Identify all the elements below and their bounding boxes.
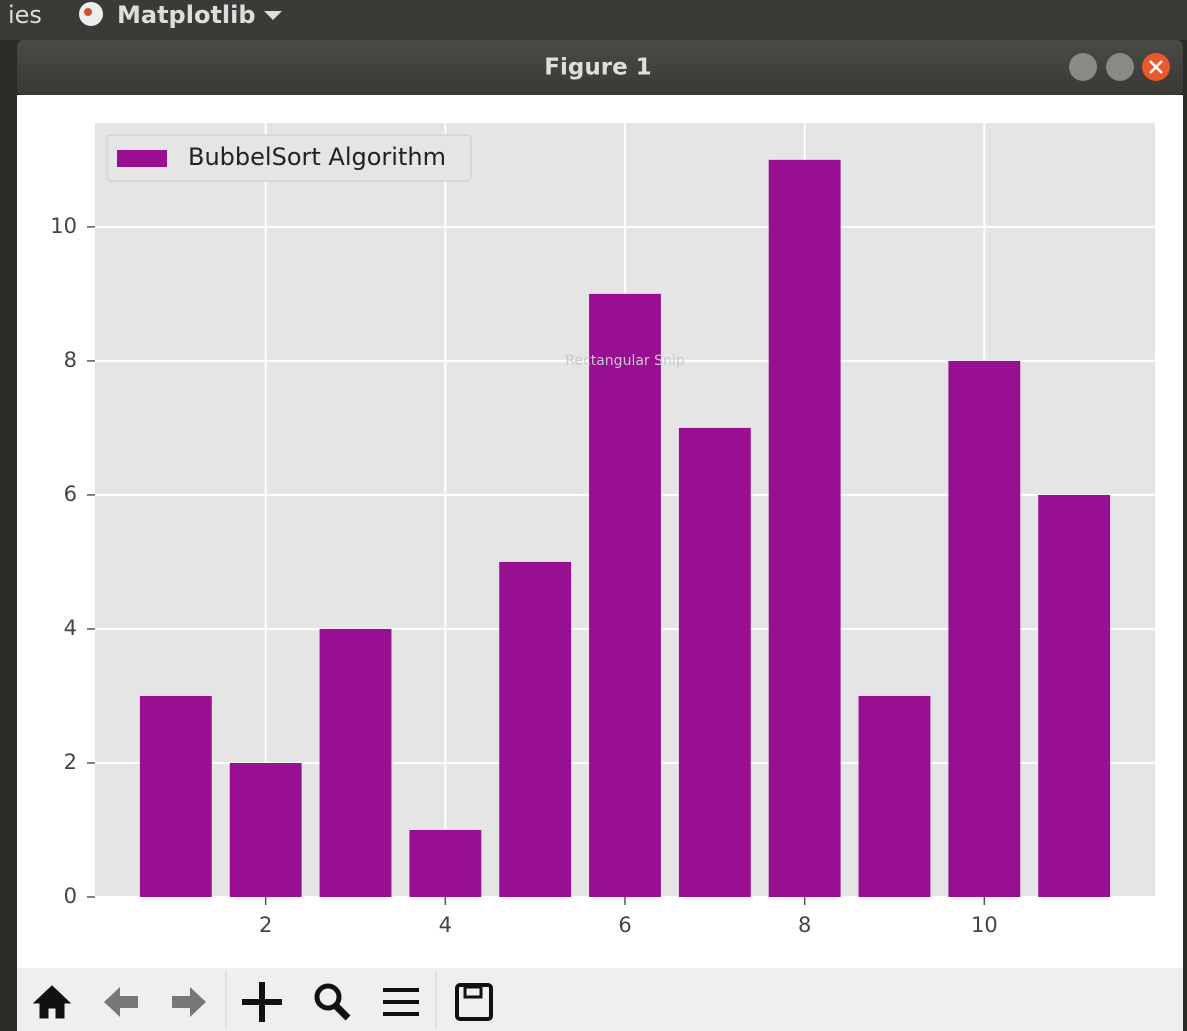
bar <box>139 695 212 897</box>
save-button[interactable] <box>455 983 493 1021</box>
bar <box>768 159 841 897</box>
bar <box>948 360 1021 897</box>
bar <box>409 829 482 897</box>
home-button[interactable] <box>32 985 72 1019</box>
y-tick-label: 6 <box>64 482 77 506</box>
toolbar <box>17 968 1183 1031</box>
app-menu[interactable]: Matplotlib <box>117 1 256 29</box>
x-tick-label: 2 <box>259 913 272 937</box>
plot: 0 2 4 6 8 10 2 4 6 8 10 BubbelSort Algorithm <box>50 123 1155 937</box>
minimize-button[interactable] <box>1069 53 1097 81</box>
top-panel <box>0 0 1187 40</box>
legend-label: BubbelSort Algorithm <box>188 143 446 171</box>
bar <box>858 695 931 897</box>
x-tick-label: 10 <box>971 913 998 937</box>
bar <box>229 762 302 897</box>
panel-text: ies <box>8 1 42 29</box>
y-tick-label: 8 <box>64 348 77 372</box>
forward-button[interactable] <box>172 987 206 1017</box>
legend-swatch <box>117 150 167 167</box>
x-tick-label: 6 <box>618 913 631 937</box>
legend-box <box>106 134 472 182</box>
y-tick-label: 0 <box>64 884 77 908</box>
y-tick-label: 4 <box>64 616 77 640</box>
bar <box>1038 494 1111 897</box>
bar <box>589 293 661 897</box>
close-icon <box>1149 60 1163 74</box>
toolbar-icons <box>32 982 493 1022</box>
snip-overlay: Rectangular Snip <box>565 353 684 369</box>
title-bar <box>17 40 1183 95</box>
x-tick-label: 8 <box>798 913 811 937</box>
menu-arrow <box>264 11 282 20</box>
window-title: Figure 1 <box>544 55 651 81</box>
bar <box>319 628 392 897</box>
app-icon-dot <box>84 8 92 16</box>
configure-button[interactable] <box>383 988 419 1016</box>
maximize-button[interactable] <box>1106 53 1134 81</box>
save-shutter <box>463 985 483 999</box>
pan-button[interactable] <box>242 982 282 1022</box>
back-button[interactable] <box>104 987 138 1017</box>
bar <box>499 561 572 897</box>
y-tick-label: 2 <box>64 750 77 774</box>
y-tick-label: 10 <box>50 214 77 238</box>
x-tick-label: 4 <box>439 913 452 937</box>
zoom-handle <box>333 1003 351 1021</box>
bar <box>678 427 751 897</box>
zoom-button[interactable] <box>314 983 342 1011</box>
